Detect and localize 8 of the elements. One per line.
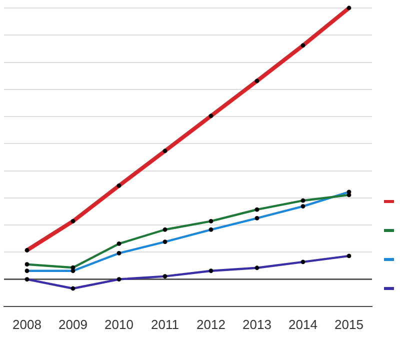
x-tick-label: 2008 bbox=[12, 316, 42, 332]
x-tick-label: 2011 bbox=[151, 316, 179, 332]
x-tick-label: 2012 bbox=[196, 316, 226, 332]
x-tick-label: 2014 bbox=[288, 316, 318, 332]
x-tick-label: 2013 bbox=[242, 316, 272, 332]
x-tick-label: 2015 bbox=[334, 316, 364, 332]
x-tick-label: 2010 bbox=[104, 316, 134, 332]
x-tick-label: 2009 bbox=[58, 316, 88, 332]
